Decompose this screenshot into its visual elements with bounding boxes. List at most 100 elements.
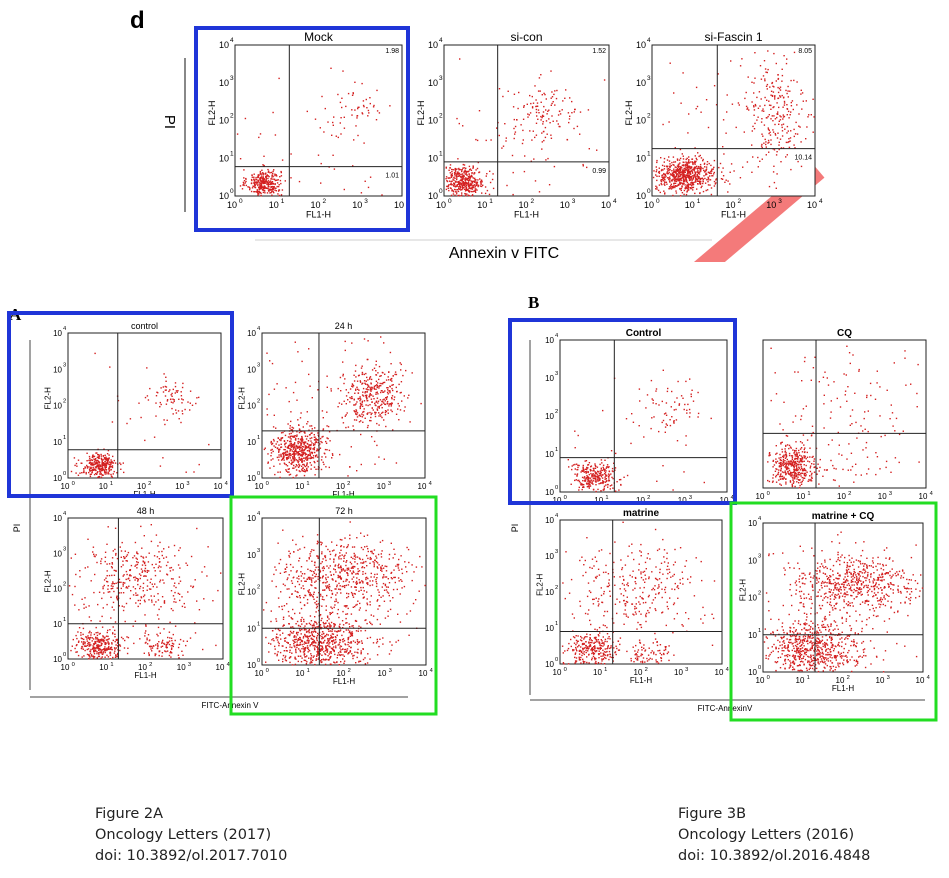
scatter-point (291, 460, 292, 461)
pi-axis-label: PI (510, 524, 520, 533)
scatter-point (708, 127, 709, 128)
scatter-point (302, 644, 303, 645)
scatter-point (667, 168, 668, 169)
scatter-point (673, 161, 674, 162)
scatter-point (711, 187, 712, 188)
scatter-point (790, 111, 791, 112)
scatter-point (351, 653, 352, 654)
scatter-point (307, 436, 308, 437)
scatter-point (327, 616, 328, 617)
scatter-point (100, 468, 101, 469)
scatter-point (706, 179, 707, 180)
scatter-point (311, 464, 312, 465)
scatter-point (392, 403, 393, 404)
scatter-point (177, 392, 178, 393)
scatter-point (275, 183, 276, 184)
scatter-point (163, 391, 164, 392)
scatter-point (110, 474, 111, 475)
scatter-point (89, 456, 90, 457)
scatter-point (109, 649, 110, 650)
scatter-point (103, 459, 104, 460)
scatter-point (787, 154, 788, 155)
scatter-point (569, 118, 570, 119)
scatter-point (274, 653, 275, 654)
scatter-point (275, 180, 276, 181)
scatter-point (536, 135, 537, 136)
scatter-point (791, 102, 792, 103)
scatter-point (276, 655, 277, 656)
scatter-point (79, 627, 80, 628)
scatter-point (692, 164, 693, 165)
scatter-point (782, 127, 783, 128)
scatter-point (458, 175, 459, 176)
pi-axis-label: PI (161, 115, 178, 129)
y-tick-exponent: 1 (647, 150, 651, 157)
scatter-point (301, 657, 302, 658)
scatter-point (359, 421, 360, 422)
scatter-point (254, 187, 255, 188)
scatter-point (370, 393, 371, 394)
scatter-point (708, 179, 709, 180)
y-tick-label: 10 (53, 514, 62, 523)
scatter-point (115, 621, 116, 622)
scatter-point (97, 604, 98, 605)
scatter-point (558, 114, 559, 115)
scatter-point (314, 444, 315, 445)
scatter-point (456, 118, 457, 119)
scatter-point (314, 447, 315, 448)
scatter-point (388, 413, 389, 414)
scatter-point (367, 359, 368, 360)
scatter-point (108, 585, 109, 586)
y-tick-label: 10 (53, 329, 62, 338)
scatter-point (157, 593, 158, 594)
scatter-point (356, 410, 357, 411)
scatter-point (679, 182, 680, 183)
scatter-point (701, 187, 702, 188)
scatter-point (390, 403, 391, 404)
scatter-point (276, 621, 277, 622)
scatter-point (371, 595, 372, 596)
scatter-point (678, 164, 679, 165)
scatter-point (343, 624, 344, 625)
scatter-point (303, 649, 304, 650)
scatter-point (466, 185, 467, 186)
scatter-point (379, 414, 380, 415)
scatter-point (453, 183, 454, 184)
x-axis-label: FL1-H (514, 210, 539, 220)
scatter-point (290, 449, 291, 450)
scatter-point (788, 96, 789, 97)
scatter-point (462, 186, 463, 187)
scatter-point (352, 593, 353, 594)
scatter-point (548, 110, 549, 111)
scatter-point (309, 453, 310, 454)
scatter-point (692, 189, 693, 190)
scatter-point (107, 639, 108, 640)
scatter-point (95, 473, 96, 474)
scatter-point (391, 397, 392, 398)
scatter-point (377, 392, 378, 393)
scatter-point (487, 190, 488, 191)
y-tick-exponent: 2 (439, 113, 443, 120)
scatter-point (288, 446, 289, 447)
scatter-point (384, 374, 385, 375)
scatter-point (279, 195, 280, 196)
scatter-point (272, 191, 273, 192)
scatter-point (358, 392, 359, 393)
scatter-point (92, 470, 93, 471)
scatter-point (354, 109, 355, 110)
scatter-point (361, 192, 362, 193)
scatter-point (300, 460, 301, 461)
scatter-point (328, 623, 329, 624)
scatter-point (101, 616, 102, 617)
scatter-point (303, 648, 304, 649)
scatter-point (361, 652, 362, 653)
scatter-point (343, 561, 344, 562)
scatter-point (94, 641, 95, 642)
y-tick-exponent: 0 (63, 471, 66, 477)
scatter-point (486, 140, 487, 141)
scatter-point (700, 166, 701, 167)
scatter-point (331, 622, 332, 623)
scatter-point (783, 124, 784, 125)
scatter-point (375, 389, 376, 390)
scatter-point (331, 390, 332, 391)
